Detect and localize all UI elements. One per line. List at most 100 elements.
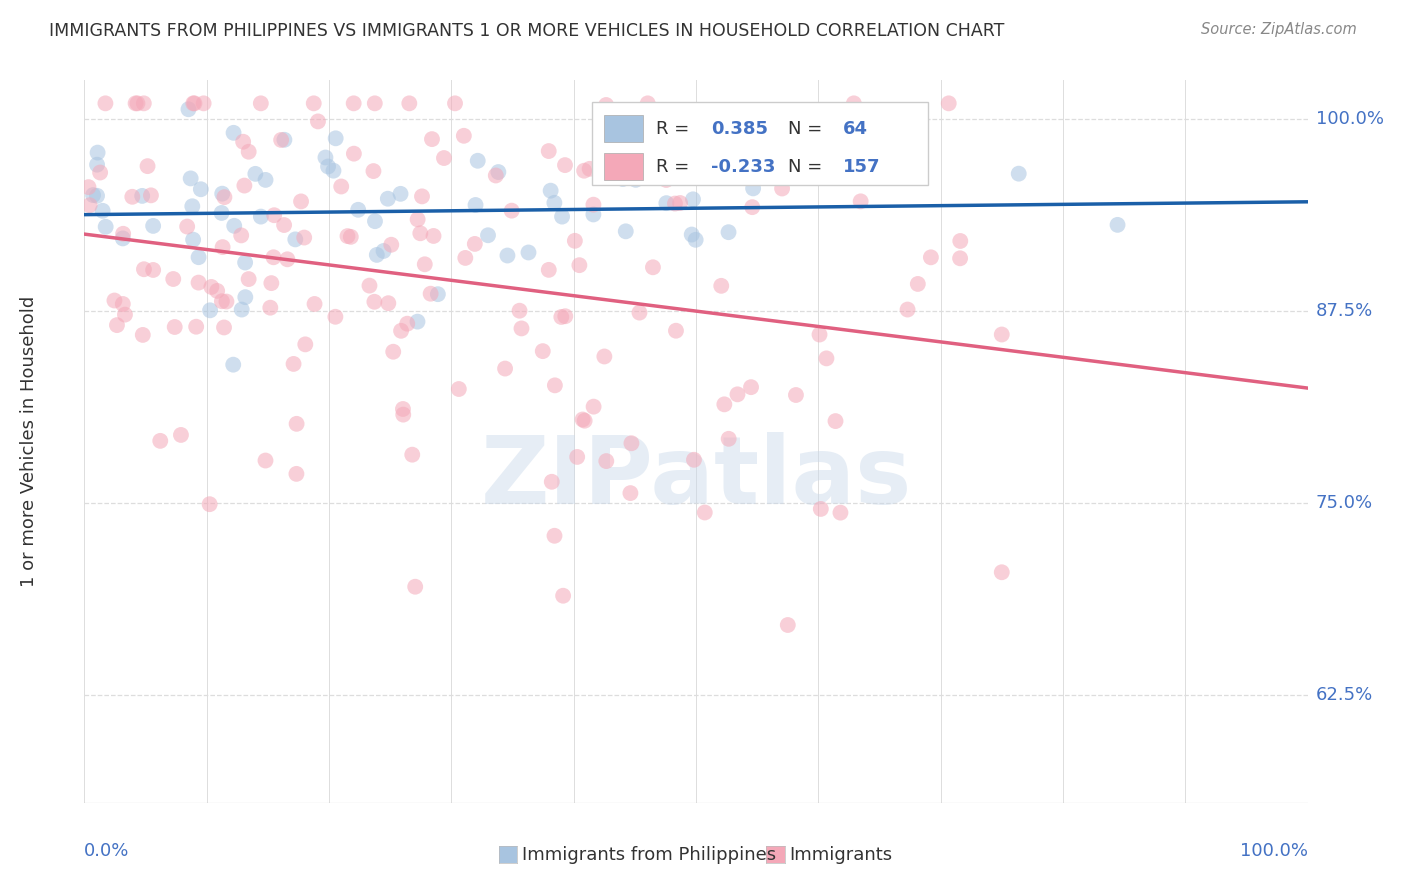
Point: [339, 230, 361, 244]
Point: [849, 194, 872, 209]
Text: 1 or more Vehicles in Household: 1 or more Vehicles in Household: [20, 296, 38, 587]
Point: [510, 321, 533, 335]
Point: [180, 171, 202, 186]
Point: [142, 219, 165, 233]
Point: [628, 305, 651, 319]
Text: 0.385: 0.385: [710, 120, 768, 137]
Point: [770, 170, 793, 185]
Point: [785, 388, 807, 402]
Point: [1008, 167, 1031, 181]
Point: [89, 165, 111, 179]
Point: [485, 169, 508, 183]
Point: [273, 218, 295, 232]
Point: [406, 315, 429, 329]
Point: [290, 194, 312, 209]
Point: [366, 248, 388, 262]
Point: [377, 296, 399, 310]
Point: [444, 96, 467, 111]
Point: [426, 287, 449, 301]
Point: [181, 233, 204, 247]
Point: [330, 179, 353, 194]
Point: [163, 320, 186, 334]
Point: [540, 475, 562, 489]
Point: [433, 151, 456, 165]
Point: [105, 318, 128, 332]
Point: [679, 129, 702, 144]
Point: [389, 324, 412, 338]
Point: [991, 327, 1014, 342]
Point: [578, 161, 600, 176]
Text: 75.0%: 75.0%: [1316, 494, 1374, 512]
Point: [683, 131, 706, 145]
Point: [572, 163, 595, 178]
Point: [477, 228, 499, 243]
FancyBboxPatch shape: [605, 115, 644, 142]
FancyBboxPatch shape: [605, 153, 644, 180]
Point: [669, 196, 692, 211]
Text: 157: 157: [842, 158, 880, 176]
Point: [991, 566, 1014, 580]
Point: [389, 186, 412, 201]
Point: [582, 197, 605, 211]
Point: [464, 236, 486, 251]
Point: [363, 164, 385, 178]
Point: [551, 210, 574, 224]
Point: [190, 182, 212, 196]
Point: [200, 280, 222, 294]
Point: [789, 104, 811, 119]
Point: [232, 135, 254, 149]
Point: [920, 250, 942, 264]
Point: [343, 146, 366, 161]
Point: [131, 189, 153, 203]
Text: 64: 64: [842, 120, 868, 137]
Point: [550, 310, 572, 324]
Point: [193, 96, 215, 111]
Point: [392, 402, 415, 417]
Point: [121, 190, 143, 204]
Point: [380, 237, 402, 252]
Point: [127, 96, 149, 111]
Point: [77, 180, 100, 194]
Point: [276, 252, 298, 267]
Point: [665, 324, 688, 338]
Point: [302, 96, 325, 111]
Point: [509, 303, 531, 318]
Point: [682, 192, 704, 206]
Point: [382, 344, 405, 359]
Point: [325, 310, 347, 324]
Point: [938, 96, 960, 111]
Point: [742, 181, 765, 195]
Point: [250, 210, 273, 224]
Point: [531, 344, 554, 359]
Point: [231, 228, 253, 243]
Point: [467, 153, 489, 168]
Point: [553, 589, 575, 603]
Point: [233, 255, 256, 269]
Point: [727, 387, 749, 401]
Text: N =: N =: [787, 158, 828, 176]
Point: [86, 145, 108, 160]
Point: [314, 151, 336, 165]
Point: [685, 233, 707, 247]
Point: [114, 308, 136, 322]
Point: [132, 96, 155, 111]
Point: [307, 114, 329, 128]
Point: [595, 98, 617, 112]
Point: [250, 96, 273, 111]
Point: [187, 250, 209, 264]
Text: IMMIGRANTS FROM PHILIPPINES VS IMMIGRANTS 1 OR MORE VEHICLES IN HOUSEHOLD CORREL: IMMIGRANTS FROM PHILIPPINES VS IMMIGRANT…: [49, 22, 1004, 40]
Point: [824, 414, 846, 428]
Point: [198, 303, 221, 318]
Point: [406, 212, 429, 227]
Text: Immigrants: Immigrants: [789, 846, 891, 863]
Point: [364, 96, 387, 111]
Point: [808, 327, 831, 342]
Text: 87.5%: 87.5%: [1316, 301, 1374, 320]
Text: R =: R =: [655, 120, 695, 137]
Point: [205, 284, 228, 298]
Point: [112, 227, 135, 241]
Point: [231, 302, 253, 317]
Point: [224, 219, 246, 233]
Point: [949, 234, 972, 248]
Point: [211, 294, 233, 309]
